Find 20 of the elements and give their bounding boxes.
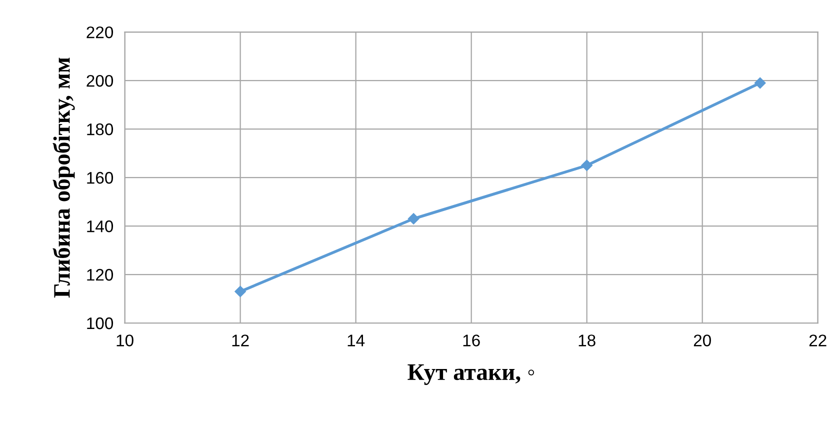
x-tick-label: 14	[348, 334, 365, 346]
x-tick-label: 20	[694, 334, 711, 346]
point	[234, 286, 246, 298]
y-tick-label: 220	[86, 26, 114, 38]
y-tick-label: 160	[87, 172, 114, 184]
x-tick-label: 16	[463, 334, 480, 346]
y-tick-label: 120	[87, 268, 114, 281]
y-tick-label: 140	[87, 220, 114, 232]
point	[754, 77, 766, 89]
y-tick-label: 180	[87, 123, 114, 136]
x-axis-title: Кут атаки, ◦	[408, 364, 534, 385]
point	[581, 160, 592, 172]
x-tick-label: 10	[116, 334, 134, 346]
y-axis-title: Глибина обробітку, мм	[52, 58, 75, 298]
x-tick-label: 22	[809, 334, 826, 346]
x-tick-label: 18	[578, 334, 596, 346]
y-tick-label: 100	[87, 317, 114, 330]
x-tick-label: 12	[232, 334, 249, 346]
point	[408, 213, 420, 224]
y-tick-label: 200	[86, 74, 114, 87]
